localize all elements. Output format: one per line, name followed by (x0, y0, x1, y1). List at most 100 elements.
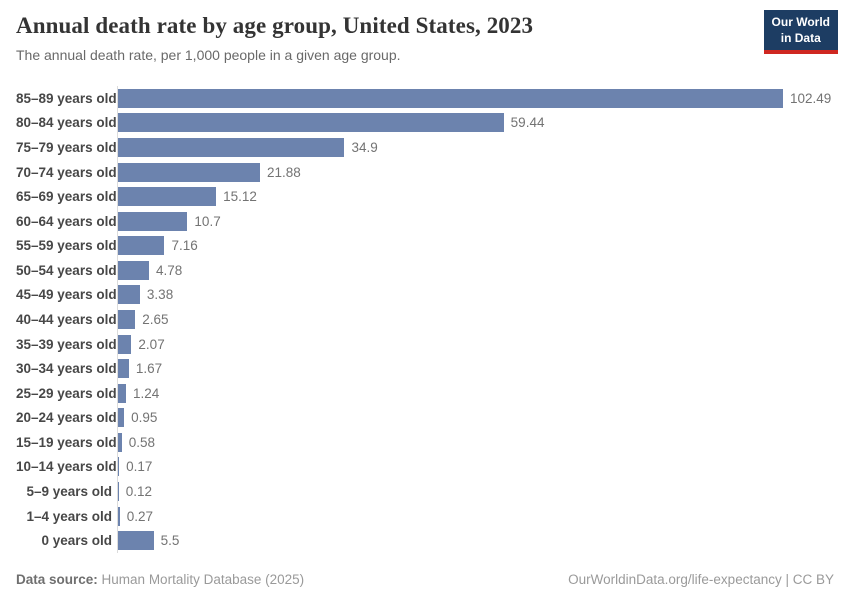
bar-row: 40–44 years old 2.65 (16, 307, 834, 332)
bar-value-label: 4.78 (156, 262, 183, 278)
bar-row: 0 years old 5.5 (16, 528, 834, 553)
bar-value-label: 34.9 (351, 139, 378, 155)
bar-track: 3.38 (117, 282, 834, 308)
bar-row-label: 15–19 years old (16, 434, 117, 450)
bar[interactable] (118, 506, 120, 526)
bar[interactable] (118, 457, 120, 477)
bar-value-label: 1.67 (135, 361, 163, 377)
chart-footer: Data source: Human Mortality Database (2… (16, 572, 834, 587)
owid-logo[interactable]: Our World in Data (763, 10, 838, 55)
bar-row: 75–79 years old 34.9 (16, 135, 834, 160)
bar-track: 59.44 (117, 110, 834, 136)
bar-row-label: 20–24 years old (16, 410, 117, 426)
bar-row: 5–9 years old 0.12 (16, 479, 834, 504)
bar-value-label: 0.58 (128, 434, 156, 450)
bar-value-label: 10.7 (194, 213, 221, 229)
bar-row-label: 75–79 years old (16, 139, 117, 155)
bar-value-label: 2.07 (138, 336, 165, 352)
bar-value-label: 0.17 (126, 459, 153, 475)
bar[interactable] (118, 334, 132, 354)
bar-track: 1.24 (117, 380, 834, 406)
bar-row: 10–14 years old 0.17 (16, 454, 834, 480)
bar-track: 5.5 (117, 528, 834, 553)
bar-value-label: 102.49 (790, 90, 832, 106)
bar-value-label: 1.24 (133, 385, 160, 401)
bar-row: 85–89 years old 102.49 (16, 86, 834, 111)
bar-value-label: 0.12 (125, 484, 153, 500)
bar-row-label: 35–39 years old (16, 336, 117, 352)
bar-row-label: 0 years old (41, 533, 112, 549)
bar-row: 35–39 years old 2.07 (16, 331, 834, 357)
data-source-value: Human Mortality Database (2025) (101, 572, 305, 587)
bar-track: 0.95 (117, 405, 834, 431)
bar-row: 30–34 years old 1.67 (16, 356, 834, 381)
bar-track: 1.67 (117, 356, 834, 381)
bar-row-label: 70–74 years old (16, 164, 117, 180)
bar[interactable] (118, 162, 260, 182)
bar-value-label: 0.27 (126, 508, 154, 524)
footer-link[interactable]: OurWorldinData.org/life-expectancy | CC … (568, 572, 834, 587)
owid-logo-line1: Our World (771, 15, 830, 29)
bar-track: 4.78 (117, 258, 834, 283)
bar[interactable] (118, 309, 136, 329)
bar-row: 65–69 years old 15.12 (16, 184, 834, 209)
bar-row-label: 85–89 years old (16, 90, 117, 106)
bar[interactable] (118, 260, 149, 280)
bar[interactable] (118, 531, 154, 551)
bar-row-label: 5–9 years old (26, 484, 112, 500)
bar-row-label: 45–49 years old (16, 287, 117, 303)
bar-value-label: 3.38 (146, 287, 174, 303)
bar-row: 80–84 years old 59.44 (16, 110, 834, 136)
bar-row-label: 55–59 years old (16, 238, 117, 254)
bar-value-label: 21.88 (266, 164, 301, 180)
bar-track: 15.12 (117, 184, 834, 209)
bar-track: 102.49 (117, 86, 834, 111)
owid-logo-line2: in Data (780, 30, 821, 45)
bar-value-label: 15.12 (223, 189, 257, 205)
bar[interactable] (118, 137, 345, 157)
bar-row: 50–54 years old 4.78 (16, 258, 834, 283)
bar[interactable] (118, 482, 119, 502)
bar-row-label: 25–29 years old (16, 385, 117, 401)
bar-chart: 85–89 years old 102.49 80–84 years old 5… (16, 86, 834, 553)
bar-track: 0.17 (117, 454, 834, 480)
bar[interactable] (118, 88, 783, 108)
bar[interactable] (118, 187, 217, 207)
bar-row: 1–4 years old 0.27 (16, 503, 834, 529)
bar-track: 10.7 (117, 208, 834, 234)
bar-row-label: 65–69 years old (16, 189, 117, 205)
bar-row-label: 80–84 years old (16, 115, 117, 131)
bar-row: 25–29 years old 1.24 (16, 380, 834, 406)
bar-value-label: 2.65 (142, 311, 169, 327)
bar-row-label: 10–14 years old (16, 459, 117, 475)
bars: 85–89 years old 102.49 80–84 years old 5… (16, 86, 834, 553)
bar-value-label: 7.16 (171, 238, 198, 254)
bar-row: 15–19 years old 0.58 (16, 430, 834, 455)
bar-row: 20–24 years old 0.95 (16, 405, 834, 431)
chart-subtitle: The annual death rate, per 1,000 people … (16, 47, 401, 63)
bar-track: 2.65 (117, 307, 834, 332)
bar[interactable] (118, 359, 129, 379)
bar-track: 34.9 (117, 135, 834, 160)
bar-row: 55–59 years old 7.16 (16, 233, 834, 259)
data-source-label: Data source: (16, 572, 98, 587)
bar-track: 0.58 (117, 430, 834, 455)
bar[interactable] (118, 432, 122, 452)
bar-track: 21.88 (117, 159, 834, 185)
bar[interactable] (118, 285, 140, 305)
bar[interactable] (118, 113, 504, 133)
bar[interactable] (118, 383, 127, 403)
bar-value-label: 0.95 (131, 410, 158, 426)
chart-title: Annual death rate by age group, United S… (16, 13, 534, 38)
bar-row: 45–49 years old 3.38 (16, 282, 834, 308)
bar[interactable] (118, 236, 165, 256)
bar[interactable] (118, 408, 125, 428)
bar-row: 70–74 years old 21.88 (16, 159, 834, 185)
bar-row-label: 50–54 years old (16, 262, 117, 278)
data-source: Data source: Human Mortality Database (2… (16, 572, 304, 587)
chart-header: Annual death rate by age group, United S… (16, 13, 755, 63)
bar-row: 60–64 years old 10.7 (16, 208, 834, 234)
bar-track: 7.16 (117, 233, 834, 259)
bar[interactable] (118, 211, 188, 231)
bar-row-label: 30–34 years old (16, 361, 117, 377)
